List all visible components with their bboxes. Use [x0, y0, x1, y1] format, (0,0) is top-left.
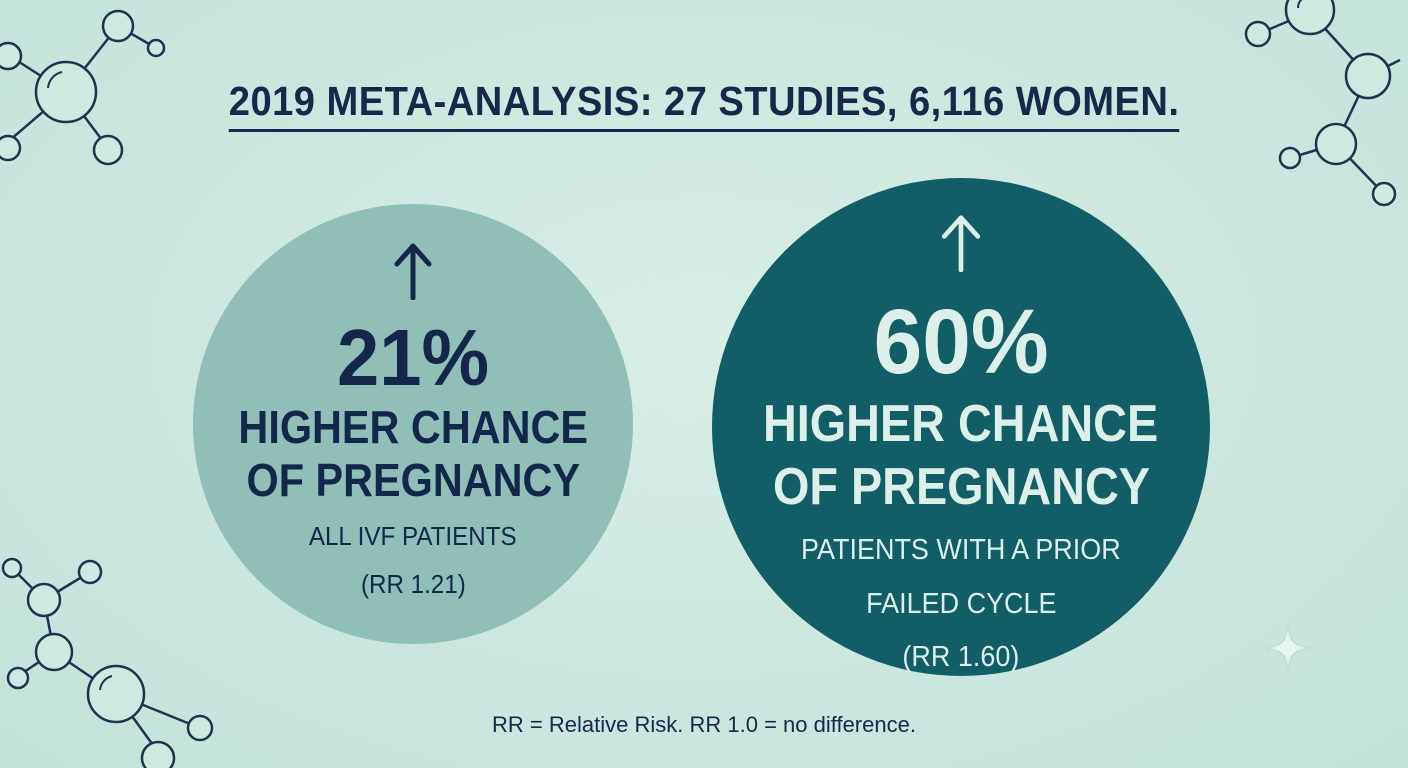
stat-ratio: (RR 1.21): [360, 568, 466, 599]
arrow-up-icon: [394, 243, 432, 300]
molecule-icon: [0, 9, 166, 166]
stat-circle-all-patients: 21% HIGHER CHANCE OF PREGNANCY ALL IVF P…: [193, 204, 633, 644]
stat-label-line2: OF PREGNANCY: [772, 458, 1150, 517]
stat-circle-prior-failed: 60% HIGHER CHANCE OF PREGNANCY PATIENTS …: [712, 178, 1210, 676]
stat-label-line1: HIGHER CHANCE: [763, 394, 1159, 453]
stat-label-line1: HIGHER CHANCE: [238, 401, 588, 453]
page-title: 2019 META-ANALYSIS: 27 STUDIES, 6,116 WO…: [0, 78, 1408, 132]
stat-percent: 60%: [873, 290, 1049, 393]
footnote: RR = Relative Risk. RR 1.0 = no differen…: [492, 712, 916, 737]
stat-group-line2: FAILED CYCLE: [865, 587, 1057, 620]
stat-group: ALL IVF PATIENTS: [309, 520, 517, 551]
stat-ratio: (RR 1.60): [902, 641, 1020, 674]
stat-percent: 21%: [336, 313, 490, 402]
sparkle-icon: [1265, 625, 1311, 671]
molecule-icon: [1244, 0, 1401, 207]
stat-label-line2: OF PREGNANCY: [246, 454, 580, 507]
stat-group-line1: PATIENTS WITH A PRIOR: [801, 534, 1121, 567]
arrow-up-icon: [941, 215, 981, 272]
molecule-icon: [1, 557, 214, 768]
headline-text: 2019 META-ANALYSIS: 27 STUDIES, 6,116 WO…: [228, 78, 1180, 132]
